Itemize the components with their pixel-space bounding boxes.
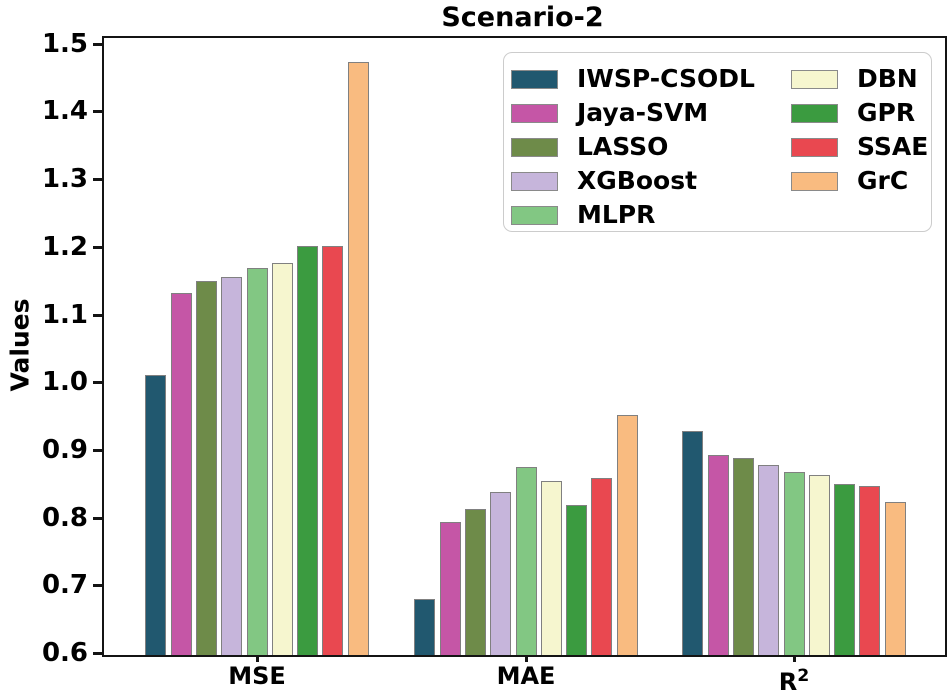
y-tick-label: 0.6: [41, 638, 88, 668]
bar-ssae-mse: [322, 246, 343, 655]
chart-title: Scenario-2: [441, 2, 604, 33]
x-tick-label-0: MSE: [228, 662, 286, 690]
x-tick-mark: [256, 655, 259, 662]
legend-item-grc: GrC: [791, 164, 908, 198]
bar-iwsp-csodl-mse: [145, 375, 166, 655]
legend-swatch-icon: [791, 69, 838, 89]
bar-gpr-mse: [297, 246, 318, 655]
y-tick-mark: [93, 652, 102, 655]
y-tick-mark: [93, 584, 102, 588]
bar-grc-mse: [348, 62, 369, 655]
bar-dbn-mse: [272, 263, 293, 655]
bar-lasso-r2: [733, 458, 754, 655]
legend-swatch-icon: [791, 137, 838, 157]
bar-ssae-r2: [859, 486, 880, 655]
legend-swatch-icon: [511, 69, 558, 89]
y-tick-label: 0.9: [41, 434, 88, 465]
legend-item-gpr: GPR: [791, 96, 915, 130]
legend-item-dbn: DBN: [791, 62, 918, 96]
y-tick-mark: [93, 313, 102, 317]
bar-grc-mae: [617, 415, 638, 655]
x-tick-label-2: R2: [778, 666, 810, 695]
bar-xgboost-r2: [758, 465, 779, 655]
y-tick-mark: [93, 178, 102, 182]
legend-swatch-icon: [511, 205, 558, 225]
legend-swatch-icon: [511, 171, 558, 191]
y-tick-mark: [93, 448, 102, 452]
legend-item-iwsp-csodl: IWSP-CSODL: [511, 62, 755, 96]
legend-item-mlpr: MLPR: [511, 198, 655, 232]
bar-iwsp-csodl-r2: [682, 431, 703, 655]
y-tick-label: 0.8: [41, 502, 88, 533]
legend-item-ssae: SSAE: [791, 130, 928, 164]
y-tick-mark: [93, 516, 102, 520]
legend-swatch-icon: [791, 103, 838, 123]
x-tick-label-1: MAE: [496, 662, 556, 690]
bar-gpr-mae: [566, 505, 587, 655]
legend-swatch-icon: [511, 103, 558, 123]
bar-gpr-r2: [834, 484, 855, 655]
legend-label: MLPR: [577, 200, 656, 229]
legend-label: GrC: [857, 166, 909, 195]
legend-label: SSAE: [857, 132, 929, 161]
legend-item-xgboost: XGBoost: [511, 164, 697, 198]
y-tick-mark: [93, 245, 102, 249]
legend-label: XGBoost: [577, 166, 698, 195]
legend-item-lasso: LASSO: [511, 130, 668, 164]
y-tick-mark: [93, 381, 102, 385]
bar-mlpr-mae: [516, 467, 537, 655]
y-tick-label: 0.7: [41, 570, 88, 601]
bar-jaya-svm-mae: [440, 522, 461, 655]
y-tick-label: 1.2: [41, 231, 88, 262]
x-tick-mark: [525, 655, 528, 662]
bar-xgboost-mse: [221, 277, 242, 655]
y-tick-label: 1.4: [41, 96, 88, 127]
legend-label: LASSO: [577, 132, 669, 161]
bar-dbn-r2: [809, 475, 830, 655]
legend-label: Jaya-SVM: [577, 98, 709, 127]
legend-label: DBN: [857, 64, 918, 93]
bar-jaya-svm-mse: [171, 293, 192, 655]
bar-jaya-svm-r2: [708, 455, 729, 655]
y-tick-label: 1.0: [41, 367, 88, 398]
y-tick-label: 1.1: [41, 299, 88, 330]
bar-iwsp-csodl-mae: [414, 599, 435, 655]
bar-dbn-mae: [541, 481, 562, 655]
legend-swatch-icon: [791, 171, 838, 191]
y-tick-mark: [93, 42, 102, 46]
bar-mlpr-mse: [247, 268, 268, 655]
y-tick-label: 1.3: [41, 164, 88, 195]
bar-xgboost-mae: [490, 492, 511, 655]
legend-label: GPR: [857, 98, 916, 127]
legend-swatch-icon: [511, 137, 558, 157]
bar-ssae-mae: [591, 478, 612, 655]
legend-label: IWSP-CSODL: [577, 64, 755, 93]
bar-lasso-mse: [196, 281, 217, 655]
legend-item-jaya-svm: Jaya-SVM: [511, 96, 708, 130]
legend-box: IWSP-CSODL Jaya-SVM LASSO XGBoost MLPR DBN GPR…: [503, 52, 932, 232]
y-tick-label: 1.5: [41, 28, 88, 59]
bar-grc-r2: [885, 502, 906, 655]
y-tick-mark: [93, 110, 102, 114]
bar-lasso-mae: [465, 509, 486, 655]
x-tick-mark: [793, 655, 796, 662]
bar-mlpr-r2: [784, 472, 805, 655]
